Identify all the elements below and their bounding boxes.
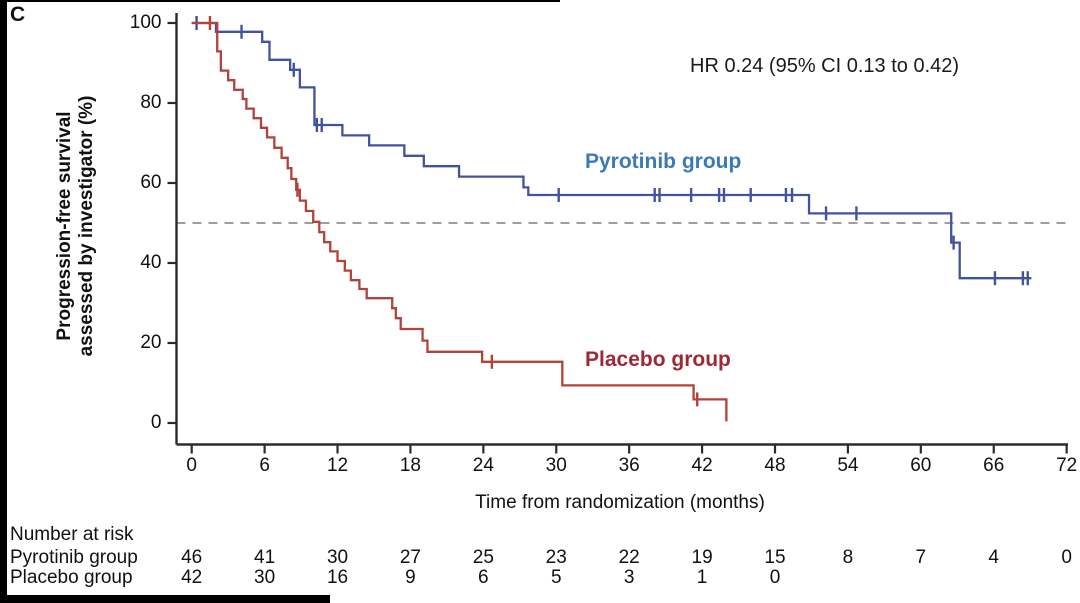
panel-letter-label: C xyxy=(10,3,26,26)
x-tick-label: 72 xyxy=(1056,455,1078,476)
risk-value: 22 xyxy=(618,547,640,568)
placebo-survival-curve xyxy=(191,21,728,422)
risk-row-label: Pyrotinib group xyxy=(10,547,138,568)
y-axis-title-line2: assessed by investigator (%) xyxy=(76,95,97,357)
risk-value: 8 xyxy=(842,547,854,568)
pyrotinib-series-label: Pyrotinib group xyxy=(585,150,742,173)
risk-value: 5 xyxy=(550,567,562,588)
x-tick-label: 60 xyxy=(910,455,932,476)
x-axis-title: Time from randomization (months) xyxy=(475,492,765,513)
risk-value: 23 xyxy=(545,547,567,568)
y-tick-label: 20 xyxy=(140,332,162,353)
x-tick-label: 48 xyxy=(764,455,786,476)
risk-value: 4 xyxy=(988,547,999,568)
risk-value: 42 xyxy=(181,567,203,588)
x-tick-label: 0 xyxy=(186,455,197,476)
risk-value: 1 xyxy=(696,567,708,588)
x-tick-label: 42 xyxy=(691,455,713,476)
y-tick-label: 40 xyxy=(140,252,162,273)
x-tick-label: 54 xyxy=(837,455,859,476)
risk-value: 19 xyxy=(691,547,713,568)
y-tick-label: 60 xyxy=(140,172,162,193)
risk-value: 30 xyxy=(254,567,276,588)
risk-value: 46 xyxy=(181,547,203,568)
x-tick-label: 12 xyxy=(326,455,349,476)
y-axis-title: Progression-free survival assessed by in… xyxy=(54,46,100,406)
top-border xyxy=(0,0,560,2)
left-border xyxy=(0,0,7,603)
pyrotinib-survival-curve xyxy=(191,21,1032,280)
y-tick-label: 100 xyxy=(129,12,162,33)
risk-value: 25 xyxy=(472,547,494,568)
risk-value: 0 xyxy=(769,567,781,588)
risk-value: 9 xyxy=(405,567,416,588)
risk-value: 16 xyxy=(326,567,349,588)
risk-row-label: Placebo group xyxy=(10,567,133,588)
risk-value: 6 xyxy=(478,567,489,588)
y-tick-label: 0 xyxy=(150,412,162,433)
risk-value: 3 xyxy=(623,567,635,588)
x-tick-label: 36 xyxy=(618,455,640,476)
x-tick-label: 6 xyxy=(259,455,270,476)
risk-value: 15 xyxy=(764,547,786,568)
hazard-ratio-annotation: HR 0.24 (95% CI 0.13 to 0.42) xyxy=(690,55,960,77)
risk-value: 30 xyxy=(326,547,349,568)
x-tick-label: 66 xyxy=(983,455,1005,476)
risk-value: 0 xyxy=(1061,547,1072,568)
risk-value: 7 xyxy=(915,547,927,568)
x-tick-label: 18 xyxy=(399,455,421,476)
placebo-series-label: Placebo group xyxy=(585,348,731,371)
risk-table-title: Number at risk xyxy=(10,524,134,545)
risk-value: 27 xyxy=(399,547,421,568)
risk-value: 41 xyxy=(254,547,276,568)
y-tick-label: 80 xyxy=(140,92,162,113)
x-tick-label: 30 xyxy=(545,455,567,476)
x-tick-label: 24 xyxy=(472,455,494,476)
bottom-border xyxy=(0,595,330,603)
y-axis-title-line1: Progression-free survival xyxy=(54,111,75,341)
